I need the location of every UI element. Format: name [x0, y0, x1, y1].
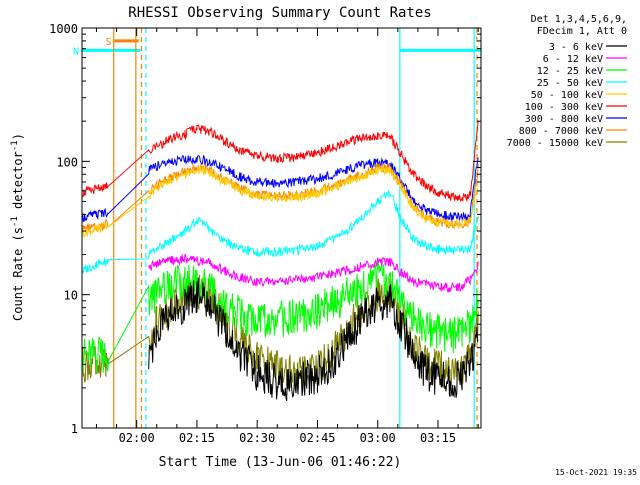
x-tick-label-1: 02:15 [179, 431, 215, 445]
legend-label-3: 25 - 50 keV [537, 78, 603, 89]
legend-label-7: 800 - 7000 keV [519, 126, 603, 137]
legend-label-0: 3 - 6 keV [549, 42, 603, 53]
legend-header-0: Det 1,3,4,5,6,9, [531, 14, 627, 25]
y-tick-label-0: 1 [71, 422, 78, 436]
y-axis-label-sup1: -1 [10, 216, 20, 227]
series-line-300to800keV [81, 154, 479, 223]
legend: Det 1,3,4,5,6,9,FDecim 1, Att 0 3 - 6 keV… [507, 14, 627, 149]
status-bar-label-1: N [73, 46, 79, 57]
y-tick-label-1: 10 [64, 289, 78, 303]
series-line-12to25keV [81, 260, 479, 374]
y-tick-label-3: 1000 [49, 22, 78, 36]
legend-label-1: 6 - 12 keV [543, 54, 603, 65]
y-tick-label-2: 100 [56, 155, 78, 169]
chart-title: RHESSI Observing Summary Count Rates [128, 5, 431, 21]
y-axis-label-part2: detector [11, 151, 25, 216]
x-tick-label-0: 02:00 [119, 431, 155, 445]
footer-timestamp: 15-Oct-2021 19:35 [555, 468, 637, 477]
series-line-3to6keV [148, 277, 479, 402]
y-axis-label: Count Rate (s-1 detector-1) [10, 133, 25, 321]
axes: 02:00 02:15 02:30 02:45 03:00 03:15 1 10 100 1000 [49, 22, 481, 445]
x-axis-label: Start Time (13-Jun-06 01:46:22) [159, 455, 402, 470]
status-bar-label-0: S [106, 37, 112, 48]
x-tick-label-5: 03:15 [420, 431, 456, 445]
y-axis-label-part3: ) [11, 133, 25, 140]
legend-label-8: 7000 - 15000 keV [507, 138, 603, 149]
series-line-25to50keV [81, 190, 479, 274]
legend-label-6: 300 - 800 keV [525, 114, 603, 125]
series-line-7000to15000keV [81, 274, 479, 392]
legend-label-5: 100 - 300 keV [525, 102, 603, 113]
legend-label-2: 12 - 25 keV [537, 66, 603, 77]
legend-label-4: 50 - 100 keV [531, 90, 603, 101]
y-axis-label-part1: Count Rate (s [11, 227, 25, 321]
legend-header-1: FDecim 1, Att 0 [537, 26, 627, 37]
series-line-6to12keV [148, 254, 479, 293]
series-line-100to300keV [81, 120, 479, 203]
plot-frame [81, 27, 482, 429]
y-axis-label-sup2: -1 [10, 140, 20, 151]
x-tick-label-4: 03:00 [360, 431, 396, 445]
plot-area: SN [73, 28, 481, 428]
x-tick-label-2: 02:30 [239, 431, 275, 445]
x-tick-label-3: 02:45 [299, 431, 335, 445]
series-line-50to100keV [81, 164, 479, 239]
